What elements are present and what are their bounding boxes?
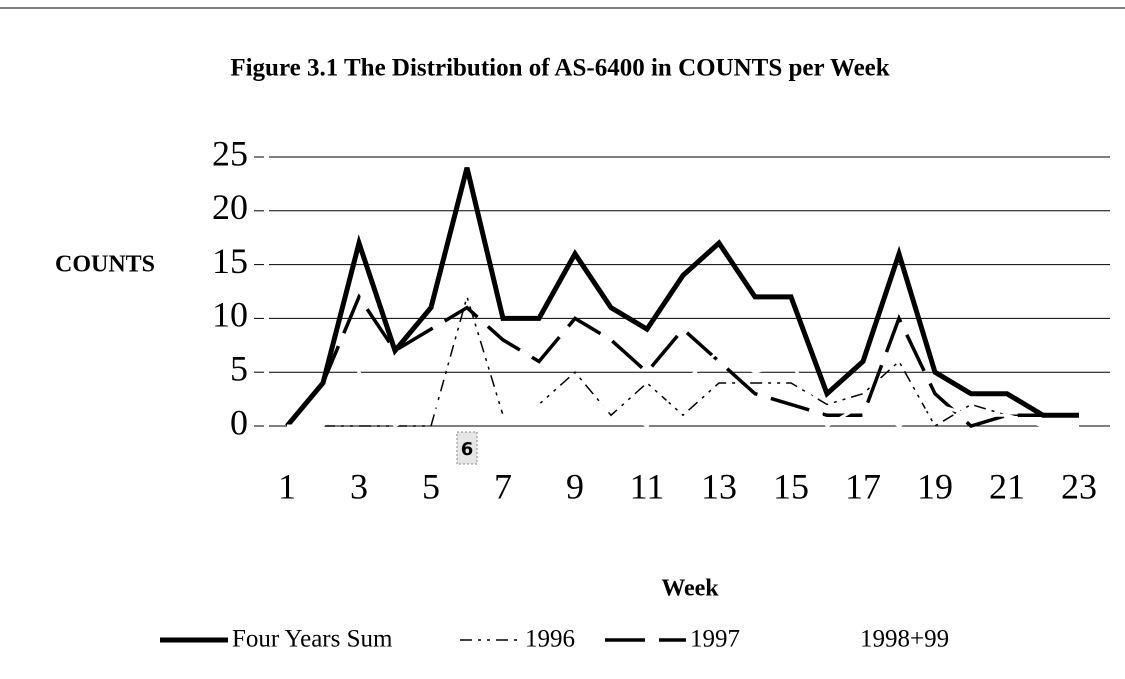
y-tick-label: 10 <box>212 295 248 335</box>
x-tick-label: 3 <box>350 466 368 506</box>
x-tick-label: 15 <box>773 466 809 506</box>
x-axis-label: Week <box>661 576 719 602</box>
legend-label: 1998+99 <box>860 626 949 653</box>
x-tick-label: 21 <box>989 466 1025 506</box>
x-tick-label: 5 <box>422 466 440 506</box>
x-tick-label: 9 <box>566 466 584 506</box>
y-tick-label: 20 <box>212 187 248 227</box>
y-tick-label: 15 <box>212 241 248 281</box>
series-line <box>285 167 1079 428</box>
series-line <box>323 294 1079 428</box>
x-tick-label: 23 <box>1061 466 1097 506</box>
legend-label: 1997 <box>690 626 740 653</box>
x-tick-label: 11 <box>630 466 665 506</box>
y-tick-label: 0 <box>230 402 248 442</box>
annotation: 6 <box>461 439 474 460</box>
y-axis-label: COUNTS <box>55 252 155 278</box>
x-tick-label: 1 <box>278 466 296 506</box>
chart-title: Figure 3.1 The Distribution of AS-6400 i… <box>230 55 889 82</box>
y-tick-label: 5 <box>230 348 248 388</box>
annotation-box <box>456 431 478 465</box>
x-tick-label: 17 <box>845 466 881 506</box>
legend-label: 1996 <box>525 626 575 653</box>
x-tick-label: 13 <box>701 466 737 506</box>
x-tick-label: 7 <box>494 466 512 506</box>
x-tick-label: 19 <box>917 466 953 506</box>
legend-label: Four Years Sum <box>232 626 393 653</box>
y-tick-label: 25 <box>212 133 248 173</box>
series-line <box>287 348 1079 429</box>
